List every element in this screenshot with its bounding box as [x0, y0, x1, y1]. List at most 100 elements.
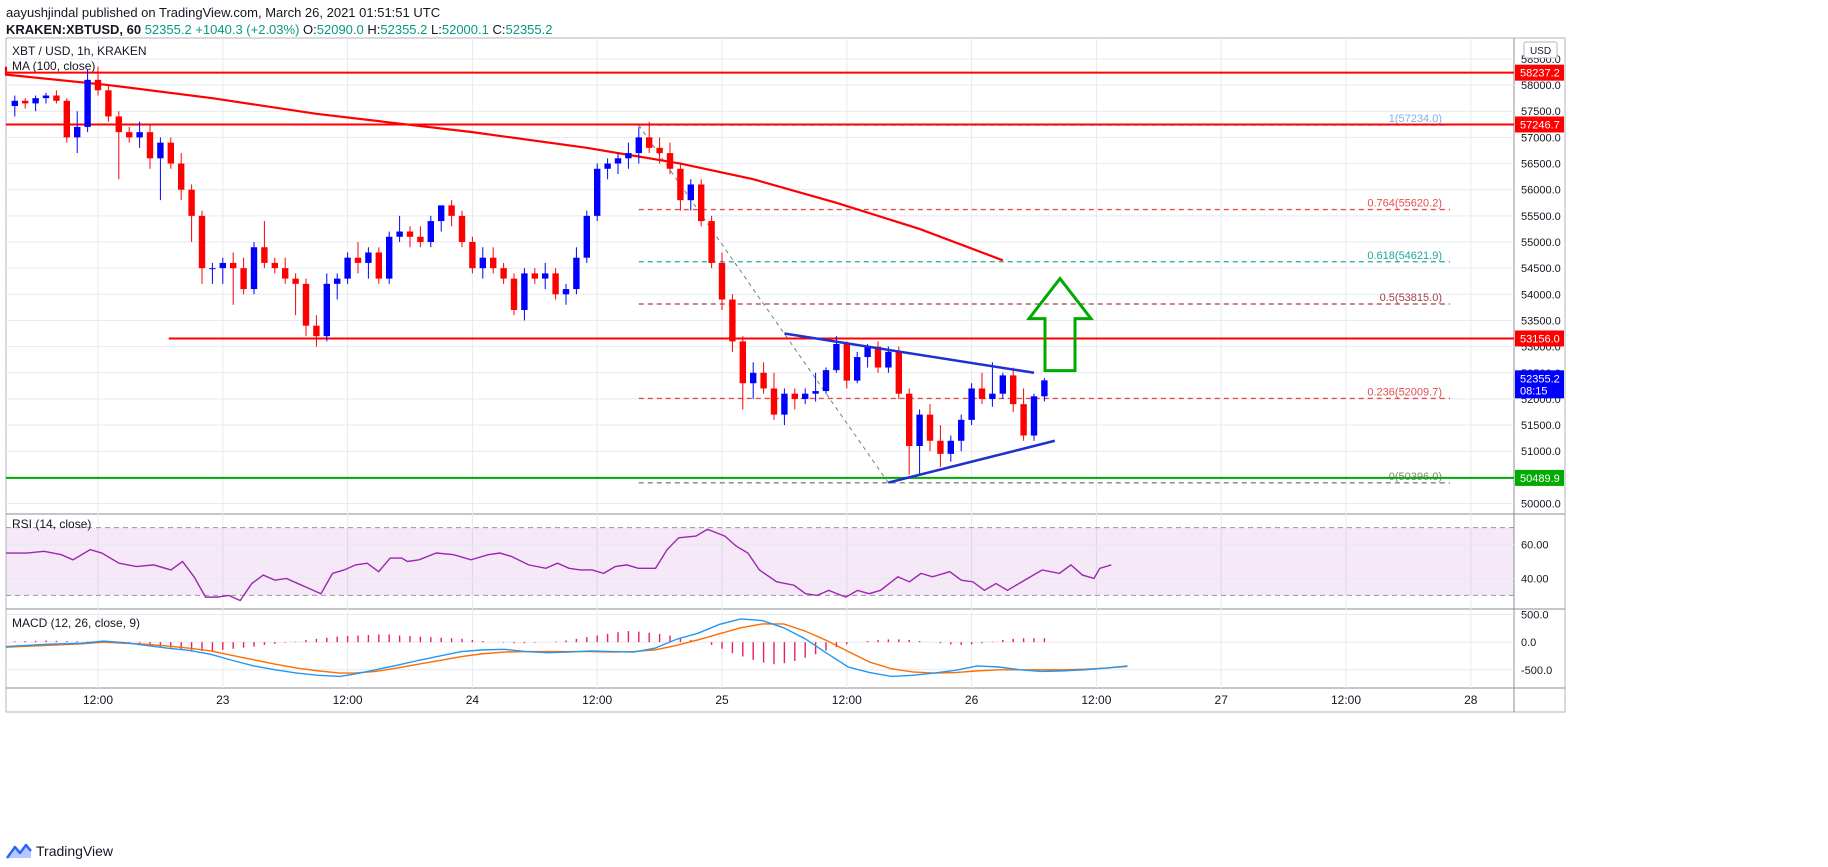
candle-body: [677, 168, 684, 201]
low-value: 52000.1: [441, 22, 489, 37]
candle-body: [42, 95, 50, 99]
macd-title: MACD (12, 26, close, 9): [12, 616, 140, 630]
candle-body: [167, 142, 174, 164]
candle-body: [968, 388, 975, 420]
candle-body: [760, 372, 767, 389]
y-tick-label: 54000.0: [1521, 289, 1561, 301]
candle-body: [521, 273, 528, 310]
candles: [11, 66, 1048, 475]
grid-lines: [6, 38, 1514, 688]
y-tick-label: 54500.0: [1521, 263, 1561, 275]
candle-body: [396, 231, 403, 237]
candle-body: [136, 132, 143, 138]
open-value: 52090.0: [316, 22, 364, 37]
candle-body: [334, 278, 341, 284]
x-tick-label: 12:00: [1081, 693, 1111, 707]
candle-body: [1030, 396, 1038, 436]
candle-body: [614, 158, 622, 164]
candle-body: [479, 257, 486, 269]
candle-body: [770, 388, 778, 415]
x-tick-label: 12:00: [1331, 693, 1361, 707]
x-tick-label: 12:00: [333, 693, 363, 707]
candle-body: [864, 346, 871, 358]
candle-body: [698, 184, 705, 222]
candle-body: [874, 346, 882, 368]
candle-body: [240, 268, 247, 290]
candle-body: [261, 247, 268, 263]
high-label: H:: [367, 22, 381, 37]
y-tick-label: 53500.0: [1521, 315, 1561, 327]
candle-body: [115, 116, 122, 133]
candle-body: [11, 100, 18, 106]
y-tick-label: 50000.0: [1521, 499, 1561, 511]
candle-body: [365, 252, 372, 263]
candle-body: [802, 393, 809, 399]
candle-body: [625, 153, 632, 159]
ma-indicator-label: MA (100, close): [12, 59, 95, 73]
candle-body: [500, 268, 507, 279]
y-tick-label: 51000.0: [1521, 446, 1561, 458]
y-tick-label: 40.00: [1521, 573, 1549, 585]
candle-body: [750, 372, 757, 384]
last-price-tag: [1515, 370, 1564, 399]
candle-body: [344, 257, 351, 279]
candle-body: [458, 215, 466, 242]
candle-body: [833, 344, 840, 371]
candle-body: [594, 168, 601, 216]
candle-body: [666, 153, 674, 169]
level-price-tag: [1515, 330, 1564, 347]
triangle-trendline: [784, 332, 1035, 375]
tradingview-footer[interactable]: TradingView: [6, 840, 113, 862]
candle-body: [94, 79, 102, 91]
candle-body: [822, 370, 830, 392]
candle-body: [989, 393, 996, 399]
close-value: 52355.2: [505, 22, 553, 37]
level-price-label: 53156.0: [1520, 333, 1560, 345]
candle-body: [895, 351, 902, 394]
fib-level-label: 0.764(55620.2): [1367, 198, 1442, 210]
last-price-label: 52355.2: [1520, 373, 1560, 385]
chart-title: XBT / USD, 1h, KRAKEN: [12, 44, 147, 58]
price-value: 52355.2: [144, 22, 192, 37]
rsi-pane: 40.00 60.00 RSI (14, close): [6, 517, 1549, 602]
candle-body: [729, 299, 736, 342]
rsi-line: [6, 528, 1112, 602]
candle-body: [250, 247, 258, 290]
candle-body: [916, 414, 923, 446]
level-price-label: 50489.9: [1520, 473, 1560, 485]
candle-body: [1010, 375, 1017, 405]
candle-body: [812, 391, 819, 394]
candle-body: [635, 137, 642, 154]
candle-body: [739, 341, 746, 384]
candle-body: [386, 236, 393, 279]
candle-body: [958, 419, 965, 441]
tradingview-brand: TradingView: [36, 843, 114, 859]
candle-body: [22, 100, 29, 104]
fib-level-label: 0.236(52009.7): [1367, 386, 1442, 398]
x-tick-label: 24: [466, 693, 480, 707]
change-value: +1040.3 (+2.03%): [195, 22, 300, 37]
publisher-line: aayushjindal published on TradingView.co…: [6, 5, 441, 20]
ohlc-line: KRAKEN:XBTUSD, 60 52355.2 +1040.3 (+2.03…: [6, 22, 552, 37]
y-tick-label: 56500.0: [1521, 159, 1561, 171]
candle-body: [854, 357, 861, 381]
fib-level-label: 0.5(53815.0): [1380, 292, 1442, 304]
ma100-line: [4, 66, 1004, 262]
currency-badge: [1523, 41, 1558, 59]
candle-body: [74, 126, 81, 138]
candle-body: [947, 440, 954, 454]
candle-body: [469, 242, 476, 269]
candle-body: [448, 205, 455, 216]
candle-body: [302, 283, 310, 326]
candle-body: [562, 289, 570, 295]
x-tick-label: 27: [1215, 693, 1229, 707]
candle-body: [63, 100, 70, 138]
level-price-label: 58237.2: [1520, 68, 1560, 80]
level-price-tag: [1515, 64, 1564, 81]
candle-body: [438, 205, 445, 222]
candle-body: [490, 257, 497, 269]
candle-body: [219, 262, 226, 269]
level-price-tag: [1515, 469, 1564, 486]
candle-body: [781, 393, 788, 415]
